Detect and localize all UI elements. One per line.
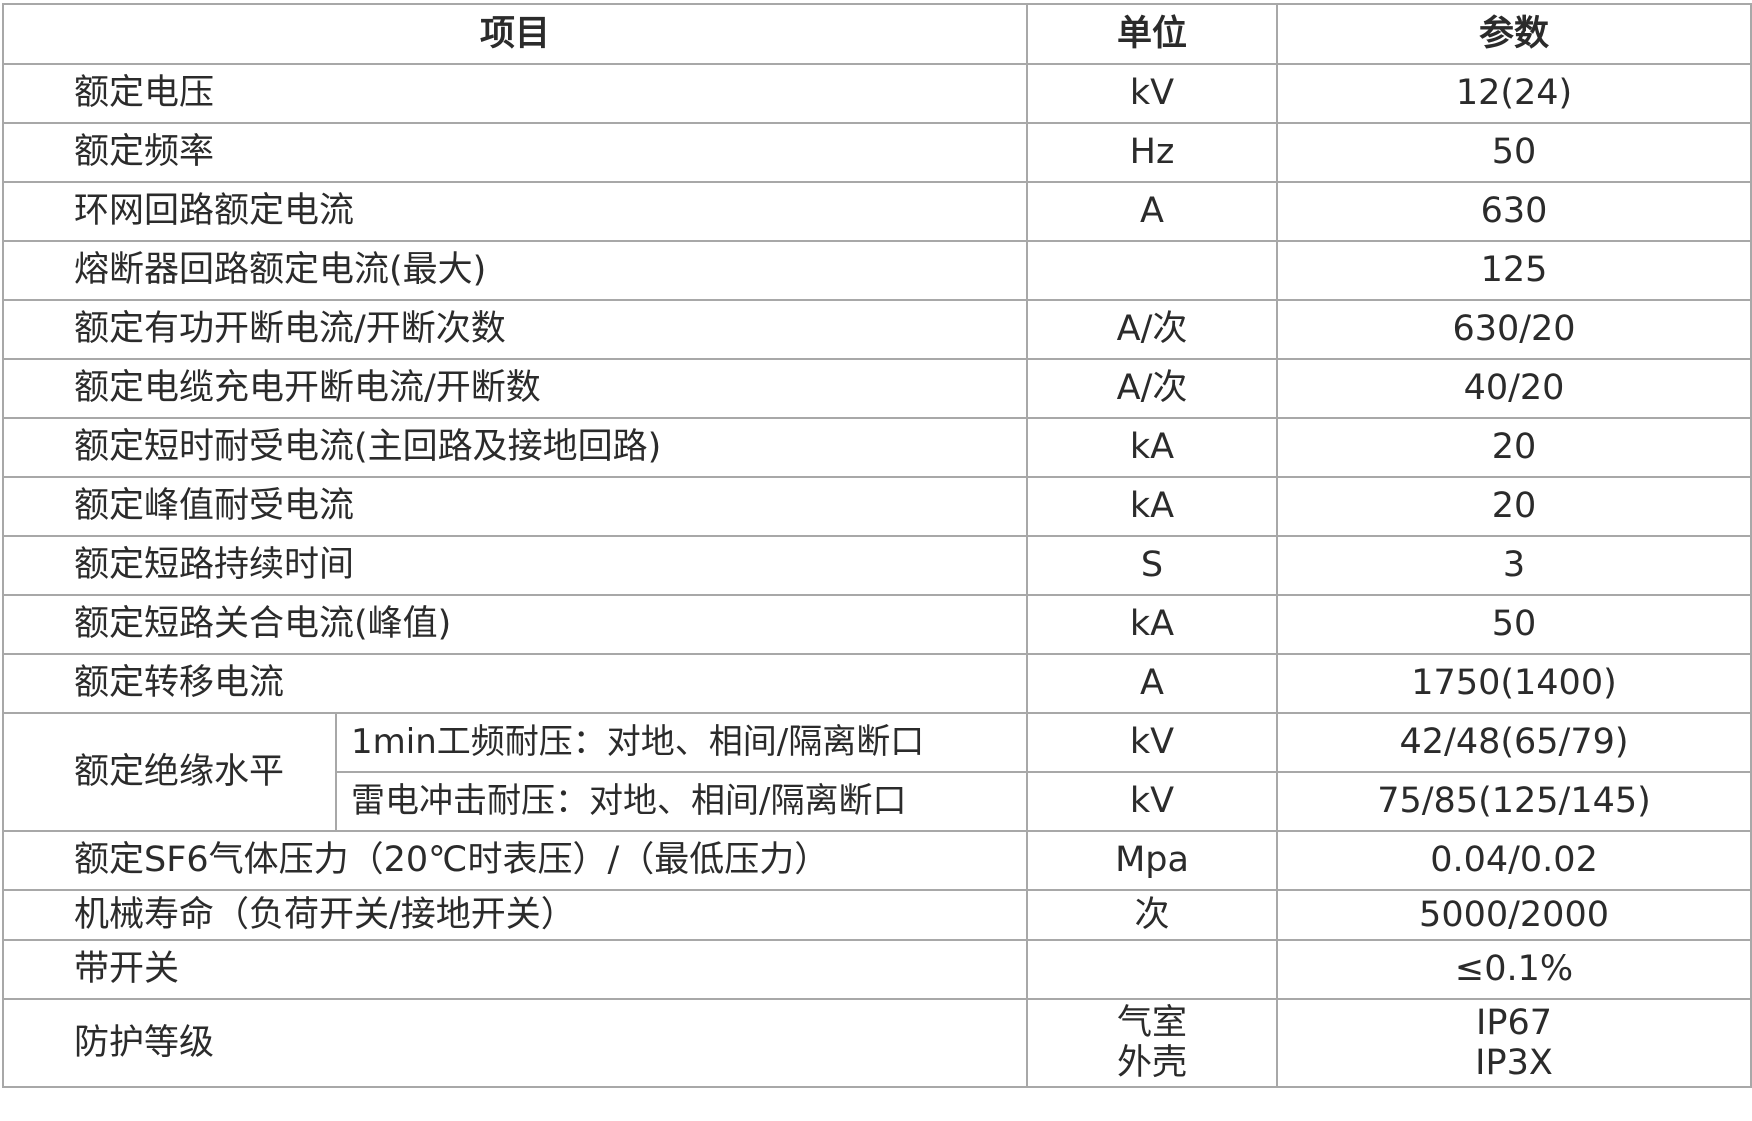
- value-line: IP67: [1476, 1002, 1552, 1043]
- unit-cell: [1026, 240, 1279, 301]
- item-cell: 额定短路关合电流(峰值): [1, 594, 1029, 655]
- unit-cell: [1026, 939, 1279, 1000]
- header-row: 项目 单位 参数: [1, 3, 1752, 65]
- table-row: 额定绝缘水平 1min工频耐压：对地、相间/隔离断口 kV 42/48(65/79…: [2, 712, 1752, 832]
- table-row: 额定短时耐受电流(主回路及接地回路) kA 20: [1, 417, 1752, 478]
- item-cell: 额定峰值耐受电流: [1, 476, 1029, 537]
- unit-line: 气室: [1117, 1002, 1188, 1043]
- value-cell: 20: [1276, 417, 1752, 478]
- item-cell: 额定电压: [1, 63, 1029, 124]
- unit-cell: A/次: [1026, 358, 1279, 419]
- value-cell: 20: [1276, 476, 1752, 537]
- unit-cell: 次: [1026, 889, 1279, 941]
- table-row: 熔断器回路额定电流(最大) 125: [1, 240, 1752, 301]
- table-row: 额定频率 Hz 50: [1, 122, 1752, 183]
- value-cell: 0.04/0.02: [1276, 830, 1752, 891]
- item-cell: 额定短时耐受电流(主回路及接地回路): [1, 417, 1029, 478]
- value-cell: 50: [1276, 594, 1752, 655]
- table-row: 环网回路额定电流 A 630: [1, 181, 1752, 242]
- unit-cell: A/次: [1026, 299, 1279, 360]
- value-cell: ≤0.1%: [1276, 939, 1752, 1000]
- item-cell: 环网回路额定电流: [1, 181, 1029, 242]
- item-cell: 额定有功开断电流/开断次数: [1, 299, 1029, 360]
- item-cell: 熔断器回路额定电流(最大): [1, 240, 1029, 301]
- value-cell: 50: [1276, 122, 1752, 183]
- unit-cell: A: [1026, 181, 1279, 242]
- value-cell: 12(24): [1276, 63, 1752, 124]
- value-cell: 5000/2000: [1276, 889, 1752, 941]
- table-row: 机械寿命（负荷开关/接地开关） 次 5000/2000: [1, 889, 1752, 941]
- unit-cell: kV: [1026, 712, 1279, 773]
- value-cell: 42/48(65/79): [1276, 712, 1752, 773]
- item-cell: 额定绝缘水平: [2, 712, 337, 832]
- value-cell: 40/20: [1276, 358, 1752, 419]
- table-row: 额定转移电流 A 1750(1400): [1, 653, 1752, 714]
- unit-cell: 气室 外壳: [1026, 998, 1279, 1088]
- subitem-cell: 1min工频耐压：对地、相间/隔离断口: [334, 712, 1029, 773]
- unit-cell: Hz: [1026, 122, 1279, 183]
- table-row: 额定电压 kV 12(24): [1, 63, 1752, 124]
- item-cell: 防护等级: [1, 998, 1029, 1088]
- subitem-cell: 雷电冲击耐压：对地、相间/隔离断口: [334, 771, 1029, 832]
- header-unit: 单位: [1026, 3, 1279, 65]
- table-row: 额定峰值耐受电流 kA 20: [1, 476, 1752, 537]
- item-cell: 额定SF6气体压力（20℃时表压）/（最低压力）: [1, 830, 1029, 891]
- header-value: 参数: [1276, 3, 1752, 65]
- item-cell: 额定短路持续时间: [1, 535, 1029, 596]
- item-cell: 额定电缆充电开断电流/开断数: [1, 358, 1029, 419]
- table-row: 额定电缆充电开断电流/开断数 A/次 40/20: [1, 358, 1752, 419]
- value-cell: 3: [1276, 535, 1752, 596]
- unit-cell: kV: [1026, 63, 1279, 124]
- table-row: 额定有功开断电流/开断次数 A/次 630/20: [1, 299, 1752, 360]
- unit-cell: Mpa: [1026, 830, 1279, 891]
- item-cell: 带开关: [1, 939, 1029, 1000]
- unit-line: 外壳: [1117, 1043, 1188, 1083]
- header-item: 项目: [1, 3, 1029, 65]
- value-cell: 75/85(125/145): [1276, 771, 1752, 832]
- unit-cell: S: [1026, 535, 1279, 596]
- value-cell: 1750(1400): [1276, 653, 1752, 714]
- item-cell: 机械寿命（负荷开关/接地开关）: [1, 889, 1029, 941]
- table-row: 额定短路持续时间 S 3: [1, 535, 1752, 596]
- unit-cell: kV: [1026, 771, 1279, 832]
- table-row: 额定短路关合电流(峰值) kA 50: [1, 594, 1752, 655]
- table-row: 防护等级 气室 外壳 IP67 IP3X: [1, 998, 1752, 1088]
- unit-cell: kA: [1026, 417, 1279, 478]
- value-cell: 630: [1276, 181, 1752, 242]
- unit-cell: kA: [1026, 476, 1279, 537]
- item-cell: 额定频率: [1, 122, 1029, 183]
- item-cell: 额定转移电流: [1, 653, 1029, 714]
- unit-cell: kA: [1026, 594, 1279, 655]
- value-line: IP3X: [1475, 1043, 1553, 1083]
- unit-cell: A: [1026, 653, 1279, 714]
- value-cell: IP67 IP3X: [1276, 998, 1752, 1088]
- table-row: 带开关 ≤0.1%: [1, 939, 1752, 1000]
- table-row: 雷电冲击耐压：对地、相间/隔离断口 kV 75/85(125/145): [3, 771, 1752, 832]
- table-row: 额定SF6气体压力（20℃时表压）/（最低压力） Mpa 0.04/0.02: [1, 830, 1752, 891]
- value-cell: 630/20: [1276, 299, 1752, 360]
- value-cell: 125: [1276, 240, 1752, 301]
- spec-table: 项目 单位 参数 额定电压 kV 12(24) 额定频率 Hz 50 环网回路额定电…: [1, 3, 1752, 1088]
